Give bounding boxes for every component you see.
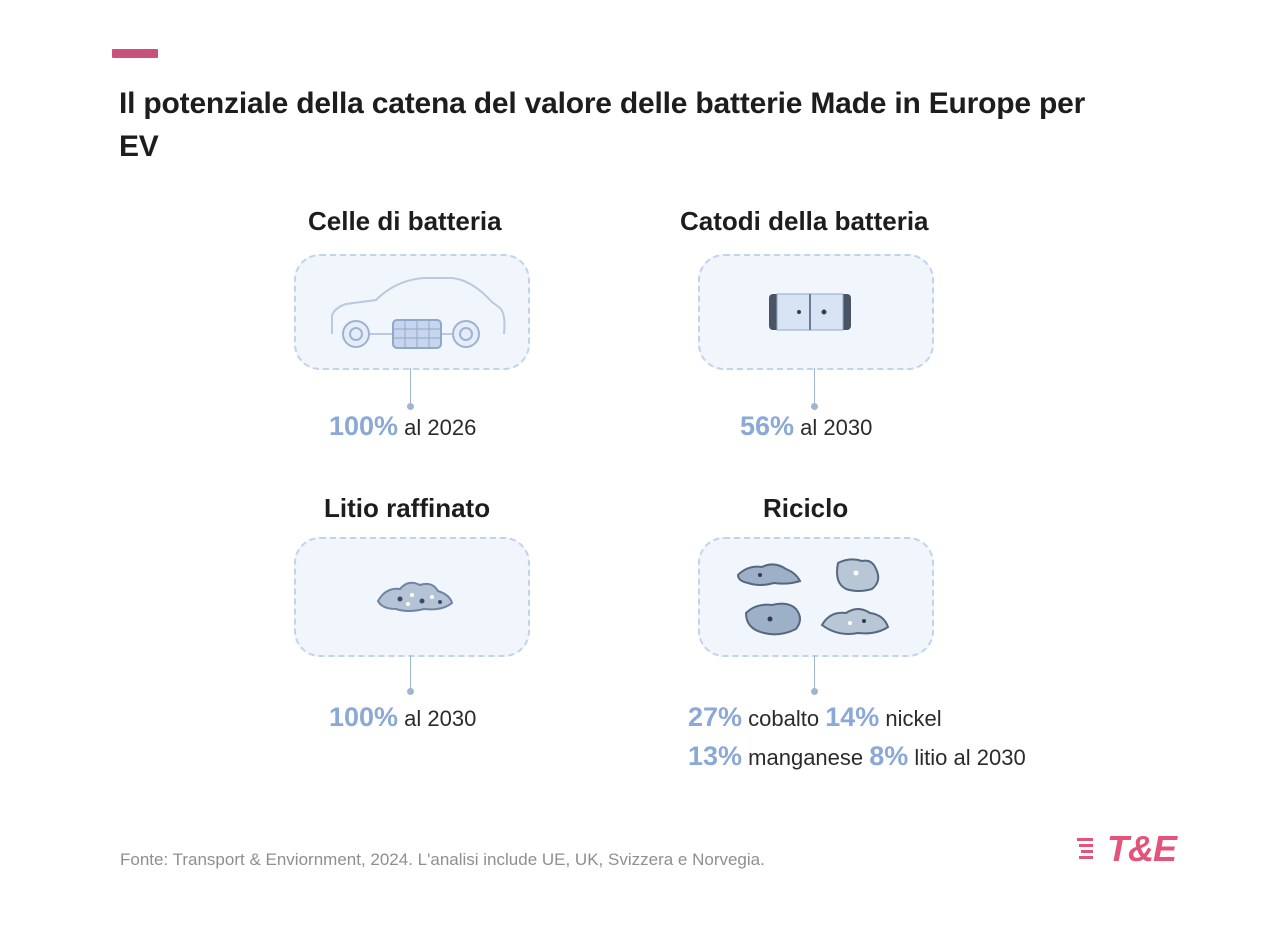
section-title-catodi: Catodi della batteria xyxy=(680,206,929,236)
stat-riciclo-line-1: 27% cobalto 14% nickel xyxy=(688,697,942,739)
stat-text: cobalto xyxy=(742,706,826,731)
page-title: Il potenziale della catena del valore de… xyxy=(119,87,1086,163)
logo-stripes-icon xyxy=(1077,838,1093,859)
section-title-riciclo: Riciclo xyxy=(763,493,849,523)
stat-text: litio al 2030 xyxy=(908,745,1026,770)
section-title-litio: Litio raffinato xyxy=(324,493,491,523)
stat-text: nickel xyxy=(879,706,942,731)
connector-celle xyxy=(407,368,414,410)
stat-text: al 2026 xyxy=(398,415,477,440)
stat-catodi: 56% al 2030 xyxy=(740,406,872,448)
connector-litio xyxy=(407,655,414,695)
stat-percent: 100% xyxy=(329,702,399,732)
section-title-celle: Celle di batteria xyxy=(308,206,502,236)
stat-celle: 100% al 2026 xyxy=(329,406,476,448)
connector-catodi xyxy=(811,368,818,410)
stat-text: al 2030 xyxy=(794,415,873,440)
source-footnote: Fonte: Transport & Enviornment, 2024. L'… xyxy=(120,850,765,869)
logo-text: T&E xyxy=(1107,828,1177,869)
stat-riciclo-line-2: 13% manganese 8% litio al 2030 xyxy=(688,736,1026,778)
card-litio xyxy=(294,537,530,657)
accent-bar xyxy=(112,49,158,58)
battery-cell-icon xyxy=(769,293,851,331)
recycled-metals-icon xyxy=(736,558,890,636)
card-celle xyxy=(294,254,530,370)
stat-percent: 100% xyxy=(329,411,399,441)
te-logo: T&E xyxy=(1075,826,1177,872)
stat-percent: 13% xyxy=(688,741,743,771)
stat-percent: 14% xyxy=(825,702,880,732)
stat-text: manganese xyxy=(742,745,870,770)
connector-riciclo xyxy=(811,655,818,695)
card-catodi xyxy=(698,254,934,370)
stat-percent: 56% xyxy=(740,411,795,441)
card-riciclo xyxy=(698,537,934,657)
stat-text: al 2030 xyxy=(398,706,477,731)
lithium-ore-icon xyxy=(376,581,454,612)
stat-percent: 8% xyxy=(869,741,909,771)
stat-litio: 100% al 2030 xyxy=(329,697,476,739)
stat-percent: 27% xyxy=(688,702,743,732)
car-battery-icon xyxy=(331,277,506,349)
